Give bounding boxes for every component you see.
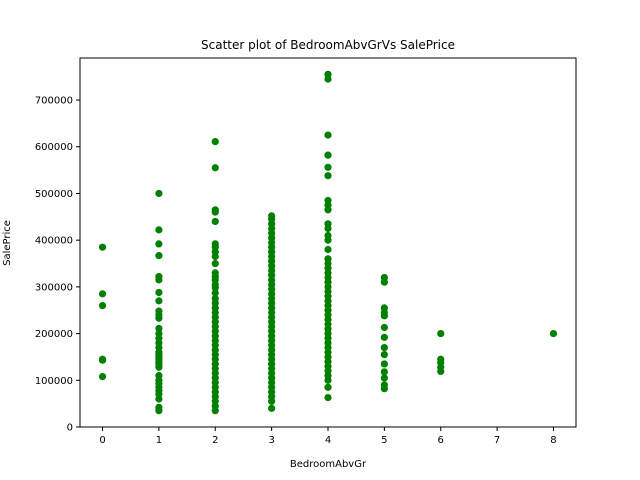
data-point xyxy=(211,217,219,226)
data-point xyxy=(155,395,163,403)
data-point xyxy=(324,172,332,180)
data-point xyxy=(380,368,388,376)
data-point xyxy=(324,376,332,384)
data-point xyxy=(155,226,163,234)
data-point xyxy=(98,301,107,310)
x-tick-label: 4 xyxy=(325,435,331,446)
data-point xyxy=(380,385,388,393)
x-tick-label: 5 xyxy=(381,435,387,446)
data-point xyxy=(324,383,332,391)
data-point xyxy=(155,189,163,198)
chart-title: Scatter plot of BedroomAbvGrVs SalePrice xyxy=(201,38,455,52)
data-point xyxy=(155,314,163,322)
y-tick-label: 0 xyxy=(67,423,73,434)
x-tick-label: 8 xyxy=(550,435,556,446)
data-point xyxy=(380,360,388,368)
y-tick-label: 600000 xyxy=(35,142,73,153)
data-point xyxy=(155,407,163,415)
data-point xyxy=(211,407,219,415)
data-point xyxy=(380,374,388,382)
data-point xyxy=(211,252,219,261)
y-tick-label: 200000 xyxy=(35,329,73,340)
data-point xyxy=(268,397,276,405)
data-point xyxy=(437,367,445,376)
data-point xyxy=(211,164,219,172)
data-point xyxy=(324,236,332,244)
data-point xyxy=(98,356,107,364)
data-point xyxy=(380,343,388,352)
x-tick-label: 2 xyxy=(212,435,218,446)
data-point xyxy=(155,288,163,297)
data-point xyxy=(324,151,332,159)
data-point xyxy=(268,404,276,412)
data-point xyxy=(211,138,219,146)
data-point xyxy=(380,323,388,332)
data-point xyxy=(380,351,388,359)
data-point xyxy=(98,243,107,251)
data-point xyxy=(380,278,388,286)
data-point xyxy=(155,276,163,284)
x-axis-label: BedroomAbvGr xyxy=(290,459,367,470)
data-point xyxy=(155,297,163,305)
data-point xyxy=(324,245,332,254)
data-point xyxy=(98,372,107,381)
y-axis-label: SalePrice xyxy=(2,220,13,266)
x-tick-label: 3 xyxy=(268,435,274,446)
x-tick-label: 7 xyxy=(494,435,500,446)
y-tick-label: 100000 xyxy=(35,376,73,387)
data-point xyxy=(211,259,219,268)
x-tick-label: 1 xyxy=(156,435,162,446)
data-point xyxy=(155,240,163,248)
x-tick-label: 0 xyxy=(99,435,105,446)
x-tick-label: 6 xyxy=(438,435,444,446)
data-point xyxy=(324,224,332,233)
y-tick-label: 700000 xyxy=(35,96,73,107)
data-point xyxy=(324,393,332,402)
data-point xyxy=(211,284,219,292)
data-point xyxy=(155,324,163,333)
data-point xyxy=(211,289,219,297)
data-point xyxy=(380,333,388,341)
data-point xyxy=(437,329,445,338)
data-point xyxy=(549,329,558,338)
data-point xyxy=(380,312,388,320)
data-point xyxy=(98,290,107,298)
y-tick-label: 500000 xyxy=(35,189,73,200)
y-axis: 0 100000 200000 300000 400000 500000 600000 700… xyxy=(35,96,80,434)
data-points xyxy=(98,70,558,415)
data-point xyxy=(324,163,332,171)
data-point xyxy=(324,206,332,214)
data-point xyxy=(155,363,163,371)
data-point xyxy=(155,251,163,260)
data-point xyxy=(324,131,332,139)
data-point xyxy=(211,208,219,216)
data-point xyxy=(324,75,332,83)
x-axis: 0 1 2 3 4 5 6 7 8 xyxy=(99,427,557,446)
y-tick-label: 400000 xyxy=(35,236,73,247)
y-tick-label: 300000 xyxy=(35,282,73,293)
